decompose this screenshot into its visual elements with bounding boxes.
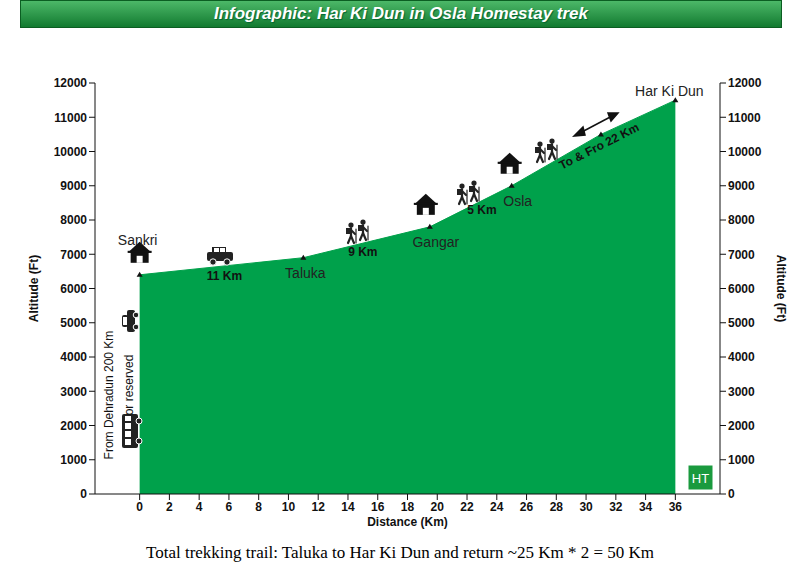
svg-text:10000: 10000 [728, 145, 762, 159]
svg-text:Har Ki Dun: Har Ki Dun [635, 83, 703, 99]
svg-text:Total trekking trail: Taluka t: Total trekking trail: Taluka to Har Ki D… [146, 543, 654, 562]
svg-text:0: 0 [80, 487, 87, 501]
svg-text:12000: 12000 [728, 76, 762, 90]
svg-text:11 Km: 11 Km [207, 269, 242, 283]
svg-text:4: 4 [196, 500, 203, 514]
svg-text:9 Km: 9 Km [348, 245, 377, 259]
svg-text:10000: 10000 [54, 145, 88, 159]
svg-text:Distance (Km): Distance (Km) [367, 515, 448, 529]
svg-text:0: 0 [136, 500, 143, 514]
svg-text:5 Km: 5 Km [467, 203, 496, 217]
svg-text:8000: 8000 [60, 213, 87, 227]
svg-text:Gangar: Gangar [412, 234, 459, 250]
svg-text:5000: 5000 [728, 316, 755, 330]
svg-text:24: 24 [490, 500, 504, 514]
svg-text:28: 28 [550, 500, 564, 514]
svg-text:0: 0 [728, 487, 735, 501]
svg-text:2: 2 [166, 500, 173, 514]
svg-text:or reserved: or reserved [122, 355, 136, 416]
svg-text:Sankri: Sankri [118, 232, 158, 248]
svg-text:8: 8 [255, 500, 262, 514]
svg-text:From Dehradun 200 Km: From Dehradun 200 Km [102, 331, 116, 460]
svg-text:HT: HT [692, 471, 709, 486]
svg-text:30: 30 [579, 500, 593, 514]
svg-text:Altitude (Ft): Altitude (Ft) [774, 255, 788, 322]
svg-text:Taluka: Taluka [285, 265, 326, 281]
svg-text:4000: 4000 [60, 350, 87, 364]
svg-text:18: 18 [401, 500, 415, 514]
svg-text:3000: 3000 [728, 385, 755, 399]
svg-text:8000: 8000 [728, 213, 755, 227]
html-text:Infographic: Har Ki Dun in Osl: Infographic: Har Ki Dun in Osla Homestay… [214, 4, 588, 23]
svg-text:34: 34 [639, 500, 653, 514]
svg-text:7000: 7000 [60, 248, 87, 262]
svg-text:12000: 12000 [54, 76, 88, 90]
svg-text:36: 36 [669, 500, 683, 514]
svg-text:11000: 11000 [728, 111, 761, 125]
svg-text:3000: 3000 [60, 385, 87, 399]
svg-text:To & Fro 22 Km: To & Fro 22 Km [557, 120, 642, 172]
svg-text:11000: 11000 [54, 111, 87, 125]
svg-text:2000: 2000 [60, 419, 87, 433]
svg-text:32: 32 [609, 500, 623, 514]
svg-text:6000: 6000 [728, 282, 755, 296]
svg-text:20: 20 [431, 500, 445, 514]
svg-text:Osla: Osla [503, 193, 532, 209]
svg-text:2000: 2000 [728, 419, 755, 433]
svg-text:14: 14 [341, 500, 355, 514]
svg-text:26: 26 [520, 500, 534, 514]
svg-text:5000: 5000 [60, 316, 87, 330]
svg-text:22: 22 [460, 500, 474, 514]
svg-text:6: 6 [226, 500, 233, 514]
svg-text:1000: 1000 [60, 453, 87, 467]
svg-text:9000: 9000 [60, 179, 87, 193]
svg-text:1000: 1000 [728, 453, 755, 467]
svg-text:12: 12 [312, 500, 326, 514]
svg-text:4000: 4000 [728, 350, 755, 364]
svg-text:7000: 7000 [728, 248, 755, 262]
svg-text:6000: 6000 [60, 282, 87, 296]
svg-text:16: 16 [371, 500, 385, 514]
svg-text:10: 10 [282, 500, 296, 514]
svg-text:9000: 9000 [728, 179, 755, 193]
svg-text:Altitude (Ft): Altitude (Ft) [27, 255, 41, 322]
